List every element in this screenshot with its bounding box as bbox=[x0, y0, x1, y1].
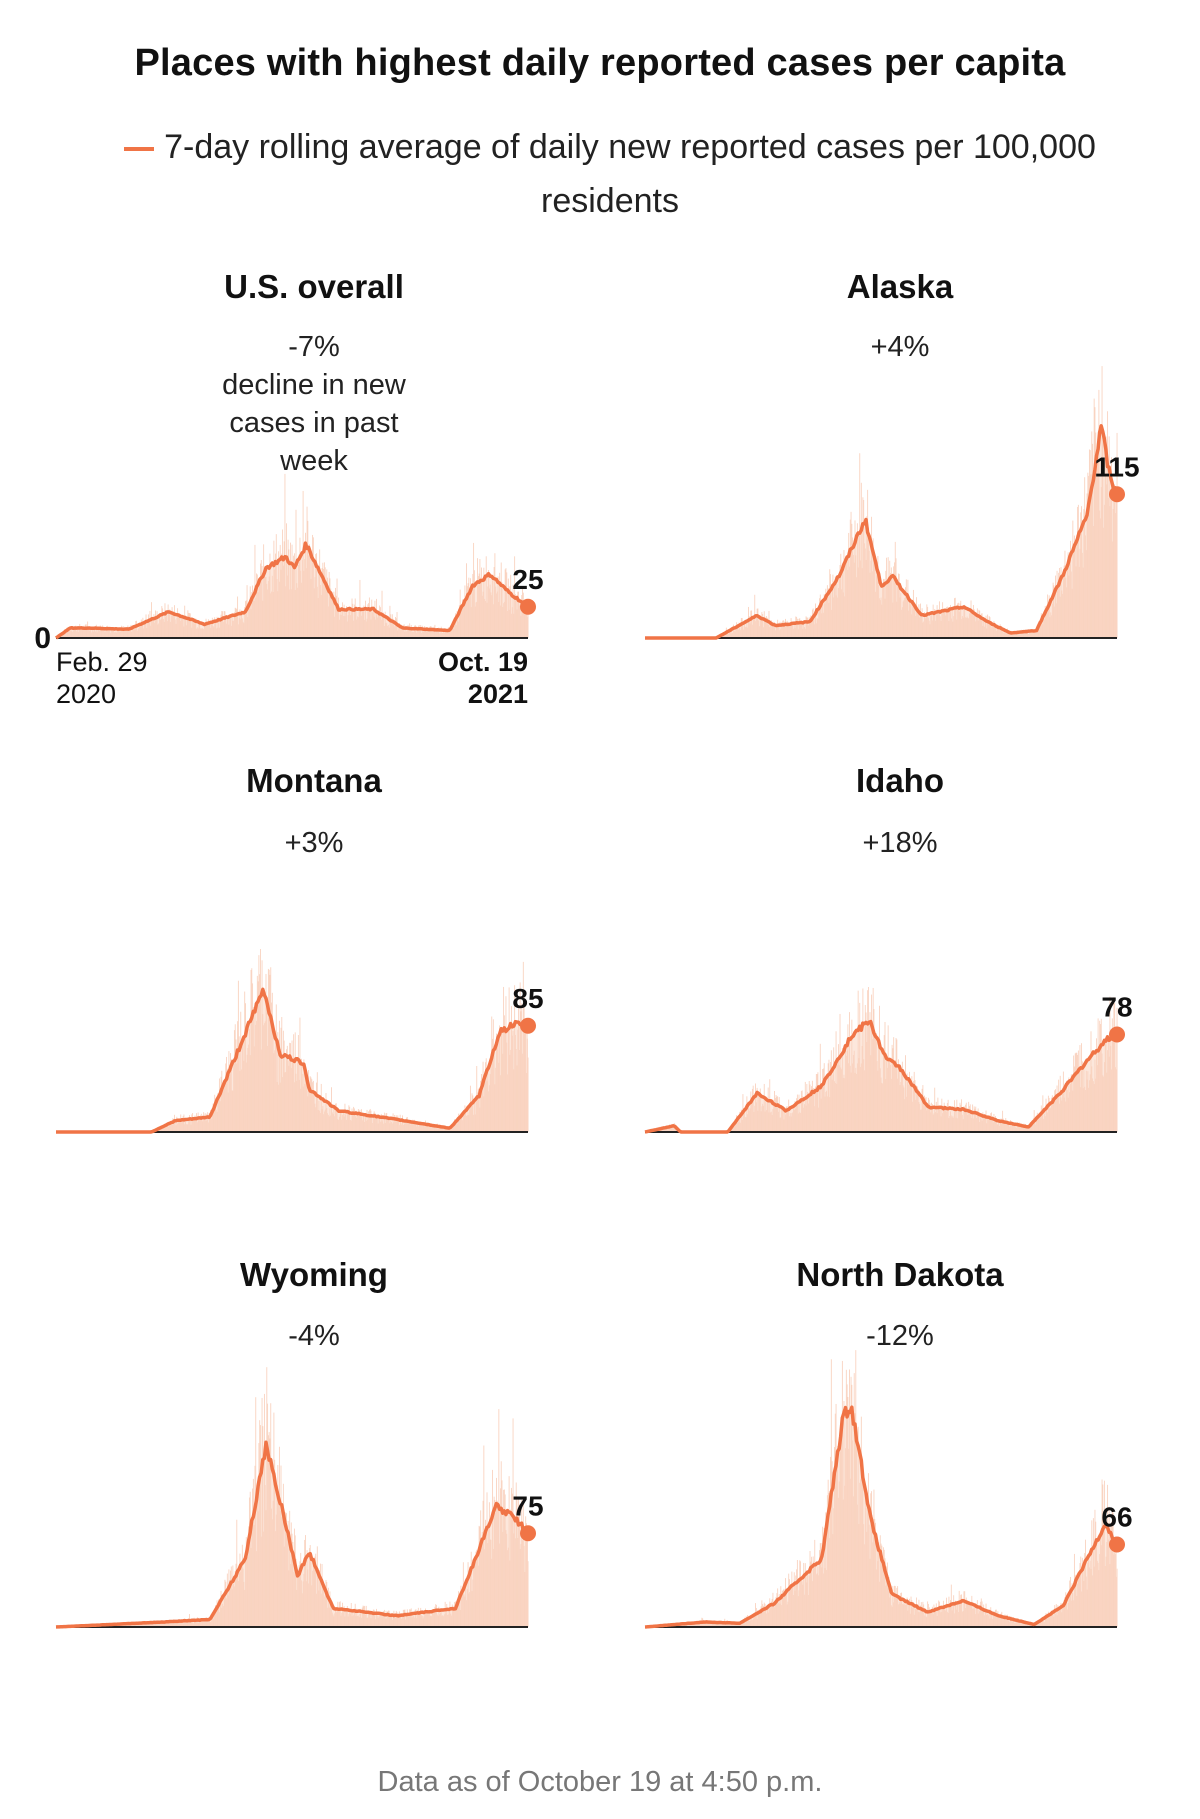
legend: 7-day rolling average of daily new repor… bbox=[60, 120, 1160, 228]
latest-value-label: 75 bbox=[512, 1490, 543, 1521]
latest-point bbox=[1109, 486, 1125, 503]
latest-value-label: 115 bbox=[1094, 451, 1139, 482]
daily-bar bbox=[1116, 1007, 1118, 1132]
latest-value-label: 25 bbox=[512, 564, 543, 595]
latest-point bbox=[520, 1017, 536, 1034]
latest-point bbox=[1109, 1026, 1125, 1043]
x-start-label: Feb. 29 bbox=[56, 647, 148, 677]
panel-title-wyoming: Wyoming bbox=[240, 1256, 388, 1293]
x-start-label: 2020 bbox=[56, 679, 116, 709]
data-timestamp: Data as of October 19 at 4:50 p.m. bbox=[377, 1766, 823, 1798]
daily-bar bbox=[527, 601, 529, 638]
average-line bbox=[55, 1440, 530, 1629]
panel-title-alaska: Alaska bbox=[846, 268, 954, 305]
legend-label: 7-day rolling average of daily new repor… bbox=[164, 128, 1096, 220]
change-description: decline in new cases in past week bbox=[222, 369, 406, 477]
panel-title-north-dakota: North Dakota bbox=[796, 1256, 1004, 1293]
chart-title: Places with highest daily reported cases… bbox=[134, 42, 1066, 84]
panel-change-alaska: +4% bbox=[870, 331, 930, 363]
average-area bbox=[645, 1407, 1117, 1627]
y-zero-label: 0 bbox=[34, 622, 51, 655]
panel-change-us: -7% decline in new cases in past week bbox=[64, 328, 564, 480]
daily-bar bbox=[1116, 1568, 1118, 1627]
latest-point bbox=[1109, 1536, 1125, 1553]
panel-change-north-dakota: -12% bbox=[866, 1320, 934, 1352]
panel-change-montana: +3% bbox=[284, 827, 344, 859]
daily-bar bbox=[527, 1057, 529, 1132]
panel-title-idaho: Idaho bbox=[856, 762, 944, 799]
average-area bbox=[56, 1442, 528, 1627]
x-end-label: 2021 bbox=[468, 679, 528, 709]
panel-title-montana: Montana bbox=[246, 762, 382, 799]
latest-value-label: 78 bbox=[1101, 992, 1132, 1023]
legend-line-swatch bbox=[124, 147, 155, 152]
average-line bbox=[55, 541, 530, 640]
chart-idaho: 78 bbox=[644, 987, 1133, 1134]
chart-wyoming: 75 bbox=[55, 1367, 544, 1629]
change-value: -7% bbox=[288, 331, 340, 363]
latest-point bbox=[520, 598, 536, 615]
latest-value-label: 85 bbox=[512, 983, 543, 1014]
chart-montana: 85 bbox=[55, 949, 544, 1134]
panel-title-us: U.S. overall bbox=[224, 268, 404, 305]
average-line bbox=[644, 1405, 1119, 1629]
chart-alaska: 115 bbox=[644, 366, 1140, 640]
chart-north-dakota: 66 bbox=[644, 1350, 1133, 1629]
average-area bbox=[645, 425, 1117, 638]
latest-value-label: 66 bbox=[1101, 1502, 1132, 1533]
average-area bbox=[645, 1021, 1117, 1132]
average-line bbox=[55, 987, 530, 1134]
average-line bbox=[644, 424, 1119, 640]
latest-point bbox=[520, 1525, 536, 1542]
panel-change-wyoming: -4% bbox=[288, 1320, 340, 1352]
average-line bbox=[644, 1019, 1119, 1134]
x-end-label: Oct. 19 bbox=[438, 647, 528, 677]
panel-change-idaho: +18% bbox=[862, 827, 938, 859]
daily-bar bbox=[1116, 432, 1118, 638]
daily-bar bbox=[527, 1561, 529, 1627]
